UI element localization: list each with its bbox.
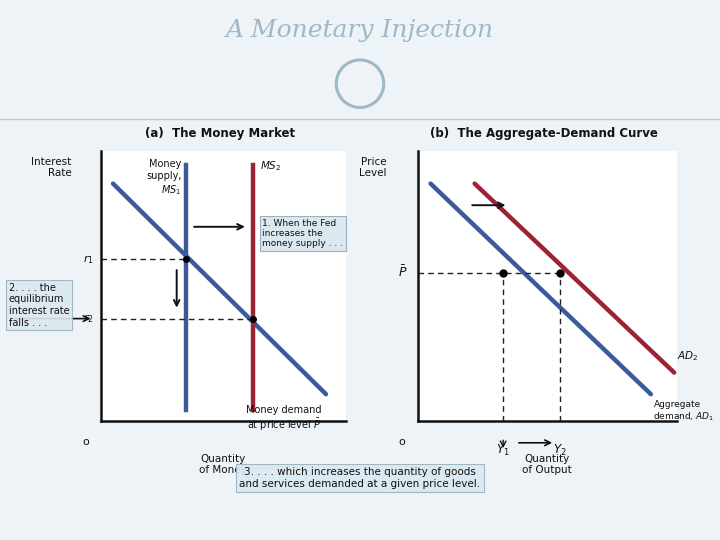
Text: (b)  The Aggregate-Demand Curve: (b) The Aggregate-Demand Curve [430, 127, 657, 140]
Text: Price
Level: Price Level [359, 157, 387, 178]
Text: $Y_2$: $Y_2$ [554, 443, 567, 458]
Text: 3. . . . which increases the quantity of goods
and services demanded at a given : 3. . . . which increases the quantity of… [240, 467, 480, 489]
Text: Money demand
at price level $\bar{P}$: Money demand at price level $\bar{P}$ [246, 405, 321, 434]
Text: $AD_2$: $AD_2$ [677, 349, 698, 363]
Text: $MS_2$: $MS_2$ [260, 159, 282, 173]
Text: Money
supply,
$MS_1$: Money supply, $MS_1$ [146, 159, 181, 197]
Text: A Monetary Injection: A Monetary Injection [226, 19, 494, 42]
Text: $Y_1$: $Y_1$ [496, 443, 510, 458]
Text: 2. . . . the
equilibrium
interest rate
falls . . .: 2. . . . the equilibrium interest rate f… [9, 283, 69, 327]
Text: (a)  The Money Market: (a) The Money Market [145, 127, 294, 140]
Text: $\bar{P}$: $\bar{P}$ [397, 265, 408, 280]
Text: o: o [83, 437, 89, 448]
Text: $r_2$: $r_2$ [83, 312, 94, 325]
Text: $r_1$: $r_1$ [83, 253, 94, 266]
Text: 1. When the Fed
increases the
money supply . . .: 1. When the Fed increases the money supp… [262, 219, 343, 248]
Text: o: o [399, 437, 405, 448]
Text: Quantity
of Output: Quantity of Output [522, 454, 572, 475]
Text: Interest
Rate: Interest Rate [31, 157, 71, 178]
Text: Aggregate
demand, $AD_1$: Aggregate demand, $AD_1$ [654, 400, 715, 423]
Text: Quantity
of Money: Quantity of Money [199, 454, 247, 475]
